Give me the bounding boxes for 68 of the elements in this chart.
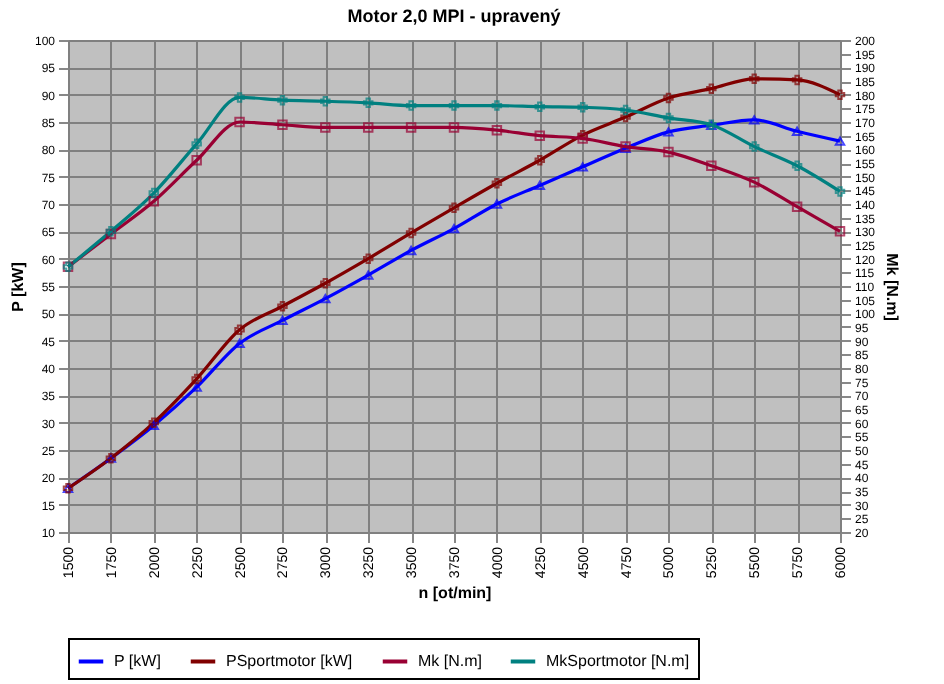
point [663,92,674,104]
point [748,73,760,85]
point [405,245,417,256]
point [405,122,417,133]
point [448,100,460,111]
point [706,83,717,94]
point [748,141,760,152]
point [362,270,374,280]
point [663,146,674,158]
point [491,124,503,136]
point [534,101,546,112]
chart-title: Motor 2,0 MPI - upravený [347,6,561,26]
point [277,315,288,326]
point [534,155,546,166]
legend-label: PSportmotor [kW] [226,651,353,670]
point [234,92,245,103]
point [191,155,202,166]
point [191,138,202,150]
point [577,162,588,172]
legend-label: P [kW] [114,651,161,670]
point [834,136,846,146]
point [191,382,202,392]
point [748,115,760,125]
point [834,226,846,237]
legend-label: MkSportmotor [N.m] [546,651,690,670]
point [405,227,417,239]
point [191,373,202,385]
point [320,293,331,304]
point [620,111,631,123]
point [362,122,374,133]
point [791,160,803,171]
point [448,122,460,133]
y2-axis-title: Mk [N.m] [883,253,902,322]
y-axis-title: P [kW] [8,261,27,312]
point [620,104,631,116]
point [534,130,546,141]
point [491,199,503,209]
point [277,119,288,130]
legend-label: Mk [N.m] [418,651,482,670]
point [234,324,245,335]
point [834,89,846,100]
x-axis-title: n [ot/min] [418,584,493,603]
point [234,116,245,128]
point [320,278,331,289]
point [663,127,674,137]
point [491,100,503,111]
point [663,112,674,124]
point [277,300,288,312]
point [491,177,503,189]
point [362,97,374,109]
point [320,122,331,133]
point [448,202,460,214]
point [577,102,588,113]
point [834,186,846,197]
point [791,74,803,86]
point [448,223,460,234]
point [791,201,803,212]
point [234,338,245,349]
point [148,196,160,207]
point [277,94,288,106]
point [405,100,417,111]
point [320,95,331,107]
point [148,187,160,199]
point [534,180,546,191]
point [791,126,803,136]
point [362,253,374,264]
point [748,176,760,188]
point [706,160,717,171]
